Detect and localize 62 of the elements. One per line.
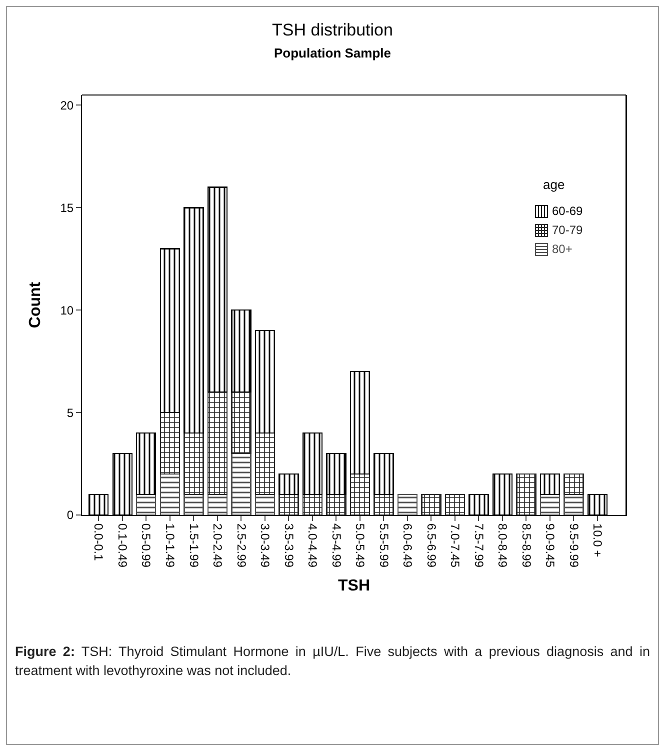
caption: Figure 2: TSH: Thyroid Stimulant Hormone in µIU/L. Five subjects with a previous diagnosis and in treatment with levothyroxine was not included. bbox=[15, 644, 650, 678]
bar bbox=[254, 330, 276, 434]
bar bbox=[516, 473, 536, 515]
x-tick-label: 9.5-9.99 bbox=[566, 523, 581, 568]
x-tick-label: 6.5-6.99 bbox=[424, 523, 438, 568]
y-tick-label: 20 bbox=[60, 98, 74, 112]
legend-label: 70-79 bbox=[552, 222, 583, 239]
legend-label: 80+ bbox=[552, 241, 572, 258]
bar bbox=[540, 473, 560, 496]
x-tick-label: 0.0-0.1 bbox=[92, 523, 106, 562]
bar bbox=[231, 310, 252, 393]
bar bbox=[326, 494, 346, 515]
x-tick-label: 10.0 + bbox=[590, 523, 605, 558]
bar bbox=[302, 432, 323, 496]
bar bbox=[302, 494, 323, 515]
bar bbox=[374, 452, 394, 496]
bar bbox=[231, 391, 252, 454]
x-tick-label: 7.0-7.45 bbox=[448, 523, 462, 568]
bar bbox=[421, 494, 442, 515]
chart-subtitle: Population Sample bbox=[274, 45, 392, 60]
bar bbox=[278, 494, 299, 515]
x-tick-label: 3.0-3.49 bbox=[258, 523, 272, 568]
x-tick-label: 6.0-6.49 bbox=[400, 523, 415, 568]
x-tick-label: 0.5-0.99 bbox=[139, 523, 154, 568]
y-tick-label: 5 bbox=[66, 406, 74, 420]
y-tick-label: 15 bbox=[60, 200, 74, 215]
x-tick-label: 5.0-5.49 bbox=[353, 523, 368, 568]
bar bbox=[326, 452, 346, 496]
bar bbox=[207, 186, 228, 393]
bar bbox=[207, 391, 228, 496]
x-axis-title: TSH bbox=[338, 577, 370, 594]
x-tick-label: 8.5-8.99 bbox=[519, 523, 534, 568]
y-axis-title: Count bbox=[27, 281, 44, 328]
y-tick-label: 0 bbox=[66, 508, 74, 522]
bar bbox=[184, 207, 204, 434]
bar bbox=[564, 473, 584, 496]
bar bbox=[184, 432, 204, 496]
bar bbox=[160, 412, 180, 475]
chart-title: TSH distribution bbox=[272, 20, 393, 40]
bar bbox=[278, 473, 299, 496]
x-tick-label: 5.5-5.99 bbox=[376, 523, 391, 568]
bar bbox=[350, 370, 370, 475]
x-tick-label: 9.0-9.45 bbox=[543, 523, 558, 568]
x-tick-label: 8.0-8.49 bbox=[496, 523, 510, 568]
x-tick-label: 0.1-0.49 bbox=[115, 523, 130, 568]
legend-label: 60-69 bbox=[552, 203, 583, 220]
bar bbox=[160, 248, 180, 414]
bar bbox=[254, 432, 276, 496]
x-tick-label: 4.5-4.99 bbox=[329, 523, 344, 568]
bar bbox=[444, 494, 466, 515]
x-tick-label: 2.5-2.99 bbox=[234, 523, 248, 568]
x-tick-label: 3.5-3.99 bbox=[282, 523, 296, 568]
bar bbox=[350, 473, 370, 515]
x-tick-label: 4.0-4.49 bbox=[306, 523, 320, 568]
bar bbox=[136, 432, 156, 496]
legend-title: age bbox=[543, 176, 566, 194]
y-tick-label: 10 bbox=[60, 303, 74, 318]
x-tick-label: 7.5-7.99 bbox=[472, 523, 486, 568]
bar bbox=[374, 494, 394, 515]
x-tick-label: 1.5-1.99 bbox=[186, 523, 201, 568]
x-tick-label: 1.0-1.49 bbox=[163, 523, 177, 568]
x-tick-label: 2.0-2.49 bbox=[210, 523, 225, 568]
